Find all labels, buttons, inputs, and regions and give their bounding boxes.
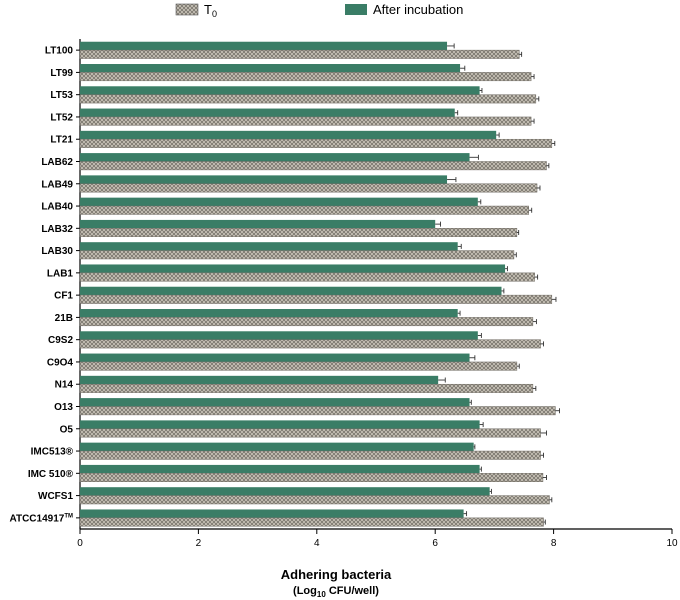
- bar-t0-n14: [79, 383, 534, 393]
- category-label-o5: O5: [60, 424, 74, 435]
- legend: T0 After incubation: [175, 2, 463, 19]
- bar-after-incubation-imc510: [80, 464, 480, 474]
- bar-t0-o5: [79, 428, 541, 438]
- bar-after-incubation-o13: [80, 398, 470, 407]
- legend-label-t0-subscript: 0: [212, 9, 217, 19]
- bar-t0-lab40: [79, 205, 529, 215]
- bar-t0-lt99: [79, 72, 532, 82]
- bar-after-incubation-lt52: [80, 108, 455, 117]
- bar-t0-cf1: [79, 294, 553, 304]
- category-label-n14: N14: [55, 380, 74, 391]
- category-label-imc513: IMC513®: [31, 447, 74, 458]
- x-tick-label-0: 0: [77, 538, 83, 549]
- x-tick-label-6: 6: [432, 538, 438, 549]
- bar-t0-imc510: [79, 473, 544, 482]
- bar-after-incubation-lt100: [80, 41, 448, 51]
- category-label-lt100: LT100: [45, 46, 74, 57]
- bar-after-incubation-lab30: [80, 242, 458, 251]
- bar-after-incubation-imc513: [80, 442, 474, 452]
- bar-after-incubation-lt99: [80, 64, 461, 73]
- bar-t0-lt21: [79, 138, 553, 148]
- category-label-lab32: LAB32: [41, 224, 73, 235]
- category-label-imc510: IMC 510®: [28, 469, 74, 480]
- bar-after-incubation-lab1: [80, 264, 506, 273]
- legend-label-after-incubation: After incubation: [373, 2, 463, 17]
- bar-t0-lt53: [79, 94, 537, 104]
- bar-t0-c9o4: [79, 361, 518, 371]
- bar-after-incubation-lab49: [80, 175, 448, 184]
- category-label-c9o4: C9O4: [47, 357, 74, 368]
- bar-t0-wcfs1: [79, 495, 550, 505]
- category-label-wcfs1: WCFS1: [38, 491, 73, 502]
- bar-after-incubation-lab62: [80, 153, 470, 162]
- bar-after-incubation-lt53: [80, 86, 480, 95]
- bar-t0-imc513: [79, 450, 541, 460]
- legend-label-t0: T0: [204, 2, 217, 19]
- category-label-o13: O13: [54, 402, 73, 413]
- bar-t0-o13: [79, 406, 556, 416]
- category-label-lab62: LAB62: [41, 157, 73, 168]
- x-axis-title: Adhering bacteria: [281, 567, 392, 582]
- x-tick-label-8: 8: [551, 538, 557, 549]
- x-tick-label-10: 10: [666, 538, 678, 549]
- x-tick-label-4: 4: [314, 538, 320, 549]
- legend-swatch-t0: [175, 3, 199, 16]
- bar-t0-lab1: [79, 272, 535, 282]
- bar-after-incubation-cf1: [80, 286, 502, 296]
- bar-after-incubation-lt21: [80, 130, 497, 140]
- category-label-lt53: LT53: [50, 90, 73, 101]
- category-label-c9s2: C9S2: [48, 335, 73, 346]
- x-tick-label-2: 2: [196, 538, 202, 549]
- bar-t0-21b: [79, 317, 534, 327]
- x-axis-subtitle: (Log10 CFU/well): [293, 585, 379, 599]
- bar-after-incubation-n14: [80, 375, 439, 385]
- category-label-lab49: LAB49: [41, 179, 73, 190]
- category-label-cf1: CF1: [54, 291, 73, 302]
- category-label-lab40: LAB40: [41, 202, 73, 213]
- bar-t0-lab49: [79, 183, 538, 193]
- bar-t0-lab30: [79, 250, 515, 260]
- x-axis-subtitle-subscript: 10: [317, 590, 326, 599]
- category-label-lt99: LT99: [50, 68, 73, 79]
- bar-t0-atcc14917tm: [79, 517, 544, 527]
- bar-after-incubation-o5: [80, 420, 480, 429]
- bar-after-incubation-lab40: [80, 197, 478, 207]
- plot-area: 0 2 4 6 8 10 LT100 LT99 LT53 LT52 LT21 LAB62 LAB49 LA…: [9, 39, 678, 549]
- bar-after-incubation-21b: [80, 309, 458, 318]
- bar-after-incubation-c9s2: [80, 331, 478, 340]
- bar-after-incubation-lab32: [80, 219, 436, 229]
- bar-after-incubation-c9o4: [80, 353, 470, 362]
- category-label-lt52: LT52: [50, 112, 73, 123]
- legend-swatch-after-incubation: [345, 4, 367, 15]
- category-label-lab30: LAB30: [41, 246, 73, 257]
- bar-t0-lt100: [79, 49, 520, 59]
- bar-t0-lab62: [79, 161, 547, 171]
- bar-t0-lt52: [79, 116, 532, 126]
- bar-after-incubation-wcfs1: [80, 487, 490, 496]
- category-label-lab1: LAB1: [47, 268, 74, 279]
- bar-t0-c9s2: [79, 339, 541, 349]
- category-label-21b: 21B: [55, 313, 73, 324]
- bar-after-incubation-atcc14917tm: [80, 509, 464, 518]
- bar-t0-lab32: [79, 228, 518, 237]
- category-label-atcc14917tm: ATCC14917TM: [9, 513, 73, 524]
- category-label-lt21: LT21: [50, 135, 73, 146]
